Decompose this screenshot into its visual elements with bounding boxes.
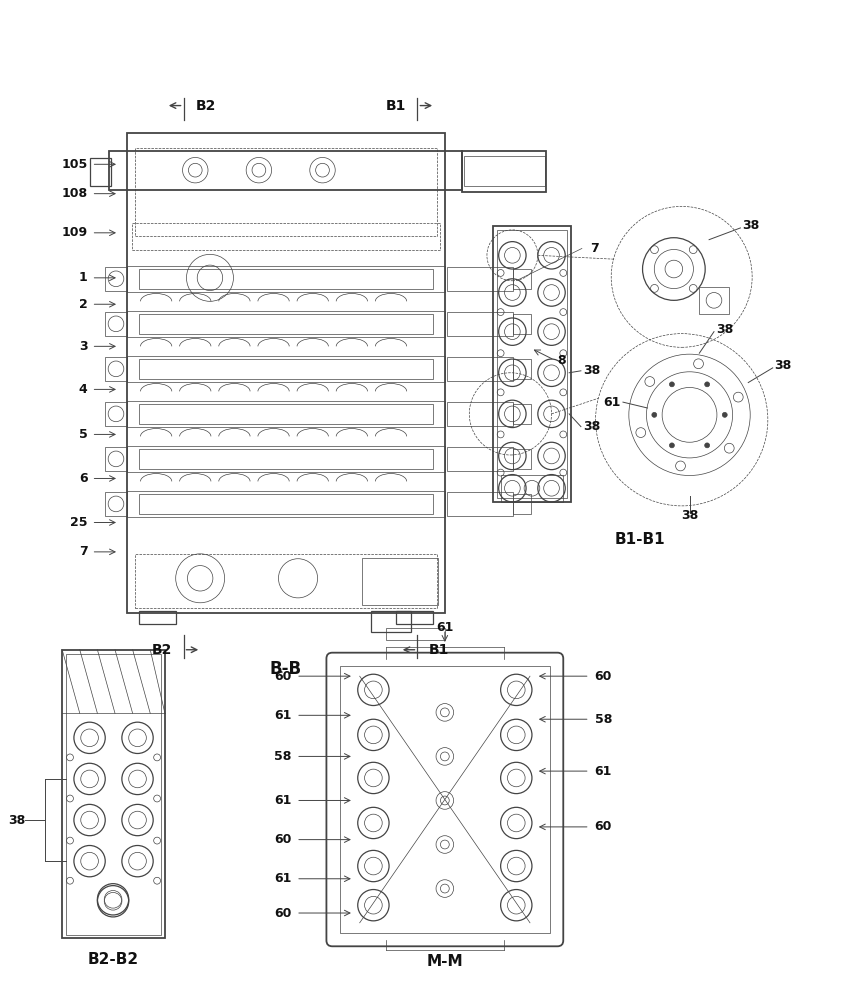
- Bar: [372, 611, 411, 632]
- Text: 1: 1: [79, 271, 87, 284]
- Text: 60: 60: [595, 820, 612, 833]
- Text: 61: 61: [595, 765, 612, 778]
- Bar: [514, 494, 531, 514]
- Bar: [127, 356, 445, 382]
- Text: 61: 61: [603, 396, 621, 409]
- Bar: [496, 230, 568, 498]
- Bar: [501, 475, 563, 502]
- Bar: [132, 223, 440, 250]
- Text: 38: 38: [742, 219, 759, 232]
- Circle shape: [652, 412, 657, 417]
- Text: 7: 7: [79, 545, 87, 558]
- Bar: [139, 314, 433, 334]
- Bar: [105, 447, 127, 471]
- Text: 58: 58: [274, 750, 291, 763]
- Bar: [127, 491, 445, 517]
- Bar: [139, 449, 433, 469]
- Bar: [90, 158, 111, 186]
- Bar: [447, 492, 514, 516]
- Text: B-B: B-B: [270, 660, 302, 678]
- Text: B2-B2: B2-B2: [88, 952, 140, 967]
- Text: B1: B1: [429, 643, 449, 657]
- Bar: [66, 654, 161, 935]
- Text: B1-B1: B1-B1: [615, 532, 665, 547]
- Bar: [139, 494, 433, 514]
- Bar: [447, 447, 514, 471]
- Text: B2: B2: [152, 643, 172, 657]
- Text: 2: 2: [79, 298, 87, 311]
- Bar: [139, 404, 433, 424]
- Text: 105: 105: [62, 158, 87, 171]
- Bar: [514, 404, 531, 424]
- Bar: [361, 558, 438, 605]
- Circle shape: [722, 412, 728, 417]
- Text: 60: 60: [274, 907, 291, 920]
- Text: 38: 38: [583, 420, 600, 433]
- Bar: [447, 402, 514, 426]
- Bar: [447, 357, 514, 381]
- Text: 4: 4: [79, 383, 87, 396]
- Bar: [62, 650, 165, 938]
- Bar: [514, 314, 531, 334]
- Bar: [396, 611, 433, 624]
- Text: 61: 61: [274, 872, 291, 885]
- Text: 25: 25: [70, 516, 87, 529]
- Text: 61: 61: [274, 794, 291, 807]
- Bar: [139, 359, 433, 379]
- Bar: [514, 359, 531, 379]
- Text: 3: 3: [79, 340, 87, 353]
- Text: 38: 38: [8, 814, 25, 827]
- Bar: [386, 628, 445, 640]
- Bar: [127, 133, 445, 613]
- Bar: [105, 357, 127, 381]
- Text: 38: 38: [775, 359, 792, 372]
- Text: 38: 38: [583, 364, 600, 377]
- Text: B2: B2: [195, 99, 216, 113]
- Text: 61: 61: [437, 621, 454, 634]
- Bar: [447, 312, 514, 336]
- Bar: [447, 267, 514, 291]
- Text: 60: 60: [274, 670, 291, 683]
- Bar: [514, 449, 531, 469]
- Bar: [134, 554, 437, 608]
- Text: 61: 61: [274, 709, 291, 722]
- Bar: [514, 269, 531, 289]
- Circle shape: [704, 443, 710, 448]
- Text: 7: 7: [590, 242, 598, 255]
- Text: M-M: M-M: [426, 954, 463, 969]
- Circle shape: [704, 382, 710, 387]
- Bar: [139, 269, 433, 289]
- Text: 38: 38: [681, 509, 698, 522]
- Bar: [127, 266, 445, 292]
- Bar: [127, 446, 445, 472]
- Bar: [105, 267, 127, 291]
- Text: 109: 109: [62, 226, 87, 239]
- Text: 60: 60: [595, 670, 612, 683]
- Bar: [105, 492, 127, 516]
- Text: 60: 60: [274, 833, 291, 846]
- Text: 38: 38: [716, 323, 734, 336]
- Bar: [134, 148, 437, 236]
- Circle shape: [669, 443, 675, 448]
- Bar: [105, 312, 127, 336]
- Bar: [139, 611, 175, 624]
- Text: 5: 5: [79, 428, 87, 441]
- Text: 58: 58: [595, 713, 612, 726]
- Text: 6: 6: [79, 472, 87, 485]
- Bar: [699, 287, 728, 314]
- Bar: [462, 151, 545, 192]
- Circle shape: [669, 382, 675, 387]
- Bar: [340, 666, 550, 933]
- Text: B1: B1: [385, 99, 406, 113]
- Bar: [110, 151, 462, 190]
- Bar: [127, 311, 445, 337]
- Bar: [465, 156, 544, 186]
- Bar: [105, 402, 127, 426]
- Bar: [493, 226, 571, 502]
- Text: 8: 8: [557, 354, 566, 367]
- Text: 108: 108: [62, 187, 87, 200]
- Bar: [127, 401, 445, 427]
